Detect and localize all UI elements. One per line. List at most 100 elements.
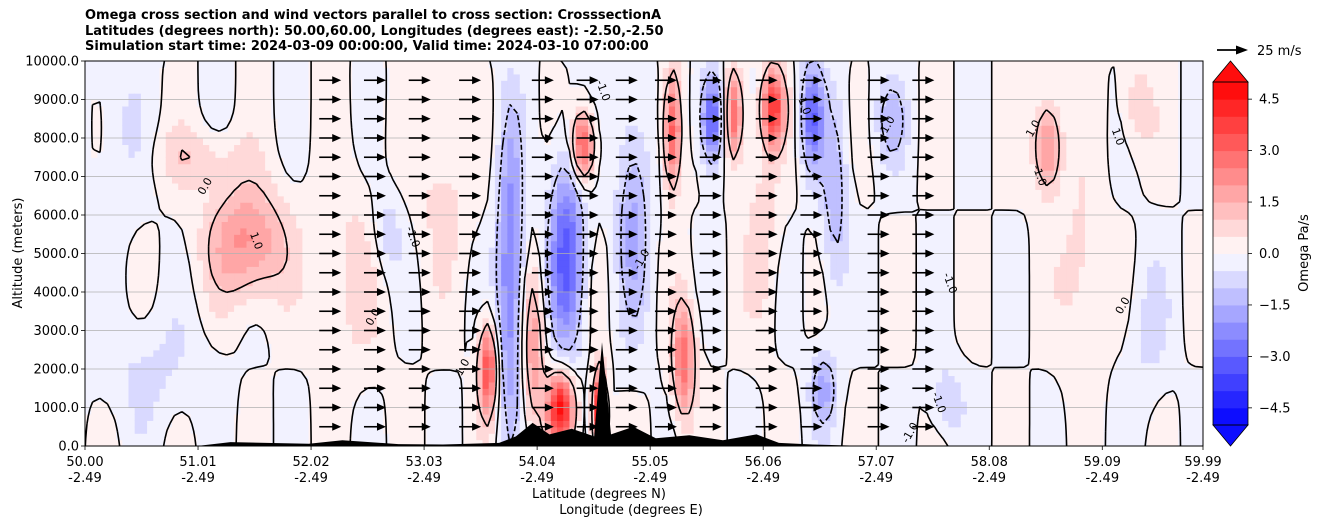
omega-cell [246,195,254,203]
omega-cell [463,105,471,113]
omega-cell [358,221,366,229]
omega-cell [171,221,179,229]
omega-cell [134,413,142,421]
omega-cell [302,118,310,126]
omega-cell [383,208,390,216]
omega-cell [314,80,322,88]
omega-cell [550,227,558,235]
omega-cell [159,298,167,306]
omega-cell [457,279,465,287]
omega-cell [389,362,397,370]
omega-cell [352,86,359,94]
omega-cell [122,125,130,133]
omega-cell [327,215,335,223]
omega-cell [171,317,179,325]
omega-cell [147,189,154,197]
omega-cell [339,157,347,165]
omega-cell [314,279,322,287]
omega-cell [258,221,266,229]
omega-cell [97,369,105,377]
omega-cell [507,176,515,184]
omega-cell [575,118,583,126]
omega-cell [221,413,229,421]
omega-cell [265,86,272,94]
omega-cell [209,433,217,441]
omega-cell [470,279,477,287]
omega-cell [314,221,322,229]
omega-cell [258,420,266,428]
omega-cell [463,189,471,197]
omega-cell [91,182,99,190]
omega-cell [85,272,92,280]
omega-cell [339,112,347,120]
omega-cell [557,67,564,75]
omega-cell [252,362,260,370]
omega-cell [488,163,496,171]
omega-cell [203,131,210,139]
omega-cell [581,240,589,248]
omega-cell [333,234,341,242]
omega-cell [345,61,353,69]
omega-cell [91,420,99,428]
omega-cell [463,176,471,184]
omega-cell [594,279,602,287]
omega-cell [507,253,515,261]
omega-cell [563,105,571,113]
omega-cell [345,356,353,364]
omega-cell [283,375,291,383]
omega-cell [277,349,285,357]
omega-cell [190,439,198,446]
omega-cell [407,67,415,75]
omega-cell [401,433,409,441]
omega-cell [463,234,471,242]
omega-cell [283,112,291,120]
omega-cell [321,144,328,152]
omega-cell [97,195,105,203]
omega-cell [544,413,552,421]
omega-cell [109,112,117,120]
omega-cell [302,324,310,332]
omega-cell [302,285,310,293]
omega-cell [159,105,167,113]
omega-cell [109,131,117,139]
omega-cell [265,259,272,267]
omega-cell [407,202,415,210]
omega-cell [327,336,335,344]
omega-cell [432,215,440,223]
omega-cell [227,131,235,139]
omega-cell [258,394,266,402]
omega-cell [407,195,415,203]
omega-cell [513,163,521,171]
omega-cell [215,227,223,235]
omega-cell [476,240,484,248]
omega-cell [407,388,415,396]
omega-cell [221,247,229,255]
omega-cell [234,138,241,146]
omega-cell [345,240,353,248]
omega-cell [482,67,490,75]
omega-cell [563,227,571,235]
omega-cell [252,144,260,152]
omega-cell [134,247,142,255]
omega-cell [308,433,316,441]
omega-cell [296,221,303,229]
omega-cell [445,253,453,261]
omega-cell [209,112,217,120]
omega-cell [451,112,459,120]
omega-cell [271,362,279,370]
omega-cell [153,247,161,255]
omega-cell [234,112,241,120]
omega-cell [507,99,515,107]
omega-cell [122,426,130,434]
omega-cell [581,279,589,287]
omega-cell [302,86,310,94]
omega-cell [252,93,260,101]
omega-cell [122,80,130,88]
omega-cell [178,67,185,75]
omega-cell [432,176,440,184]
omega-cell [544,208,552,216]
omega-cell [494,144,502,152]
omega-cell [184,86,192,94]
omega-cell [153,298,161,306]
omega-cell [383,189,390,197]
